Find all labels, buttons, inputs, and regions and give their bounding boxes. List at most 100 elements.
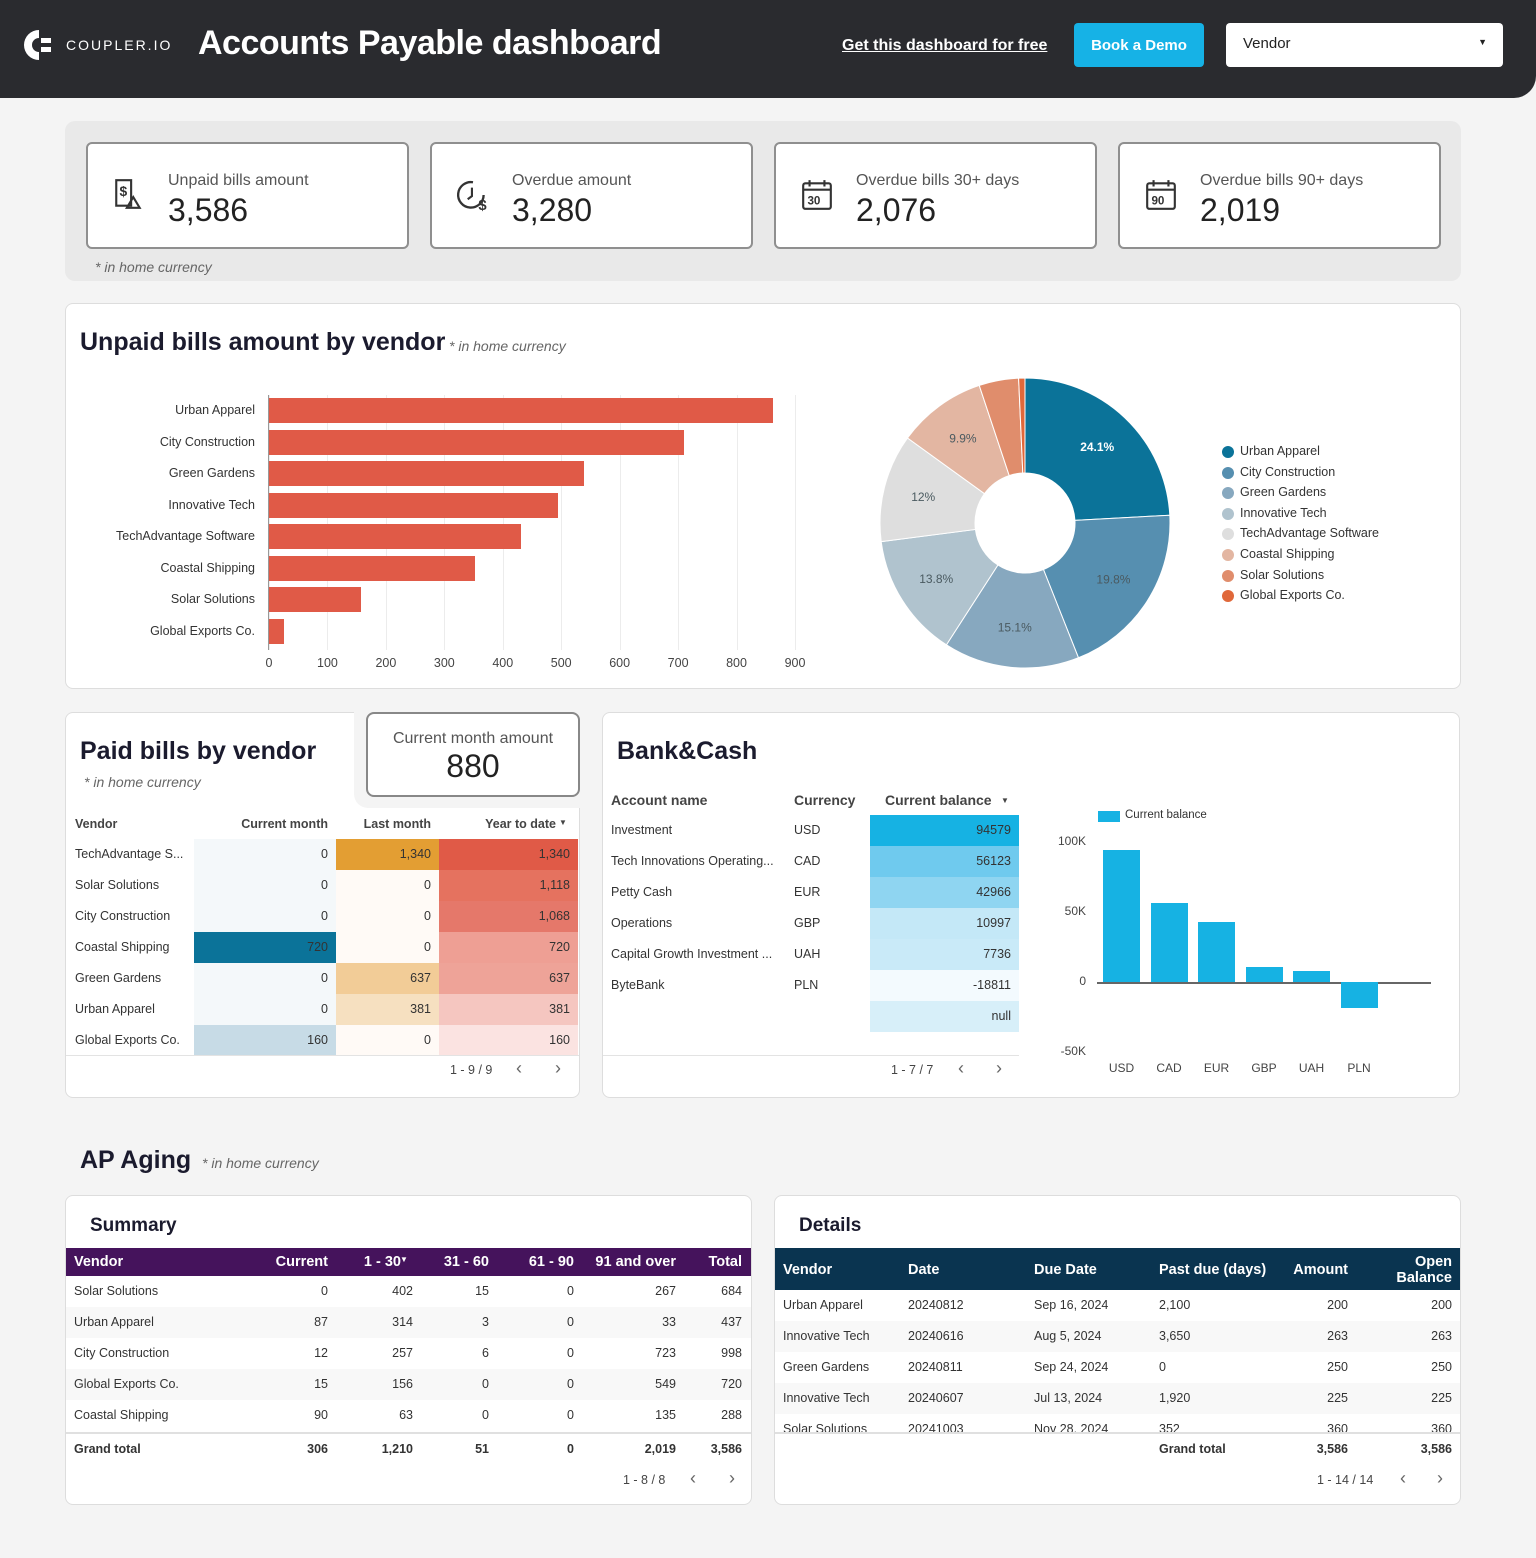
column-header-4[interactable]: Amount (1293, 1262, 1348, 1278)
next-page-icon[interactable]: › (555, 1058, 561, 1078)
column-header-3[interactable]: Past due (days) (1159, 1262, 1267, 1278)
column-header-3[interactable]: 31 - 60 (443, 1254, 489, 1270)
details-title: Details (799, 1215, 862, 1236)
x-tick-label: 100 (317, 656, 338, 670)
prev-page-icon[interactable]: ‹ (690, 1468, 696, 1488)
prev-page-icon[interactable]: ‹ (958, 1058, 964, 1078)
next-page-icon[interactable]: › (996, 1058, 1002, 1078)
table-divider (775, 1432, 1460, 1434)
table-cell: 288 (721, 1408, 742, 1422)
table-cell: 352 (1159, 1422, 1180, 1436)
table-cell: 720 (439, 932, 578, 963)
x-tick-label: CAD (1156, 1061, 1182, 1075)
column-header-2[interactable]: 1 - 30 (363, 1254, 401, 1270)
pie-slice-label: 12% (911, 490, 935, 504)
column-header-1[interactable]: Current (275, 1254, 328, 1270)
table-cell: Urban Apparel (75, 1002, 155, 1016)
column-header-5[interactable]: Open Balance (1396, 1254, 1452, 1286)
column-header-4[interactable]: 61 - 90 (528, 1254, 574, 1270)
kpi-value: 2,076 (856, 192, 937, 228)
table-divider (603, 1055, 1019, 1056)
legend-label: Green Gardens (1240, 485, 1327, 500)
gridline (561, 395, 563, 650)
book-demo-button[interactable]: Book a Demo (1074, 23, 1204, 67)
pagination-label: 1 - 8 / 8 (623, 1473, 666, 1487)
column-header-6[interactable]: Total (708, 1254, 742, 1270)
bar[interactable] (269, 587, 361, 612)
sort-caret-icon[interactable]: ▼ (1001, 796, 1009, 805)
bar[interactable] (269, 492, 558, 518)
bar[interactable] (1103, 849, 1140, 982)
sort-caret-icon[interactable]: ▼ (400, 1255, 408, 1264)
table-cell: 2,100 (1159, 1298, 1191, 1312)
column-header-2[interactable]: Current balance (885, 792, 992, 808)
next-page-icon[interactable]: › (729, 1468, 735, 1488)
pie-slice-label: 19.8% (1096, 573, 1130, 587)
legend-swatch (1222, 487, 1234, 500)
x-tick-label: 800 (726, 656, 747, 670)
current-month-value: 880 (446, 748, 500, 784)
table-cell: 63 (399, 1408, 413, 1422)
column-header-3[interactable]: Year to date (485, 817, 556, 831)
column-header-1[interactable]: Date (908, 1262, 940, 1278)
table-cell: 1,340 (439, 839, 578, 870)
column-header-0[interactable]: Vendor (74, 1254, 124, 1270)
x-tick-label: 700 (667, 656, 689, 670)
table-cell: 3,650 (1159, 1329, 1191, 1343)
table-cell: 0 (321, 1284, 328, 1298)
bar[interactable] (1245, 966, 1283, 982)
x-tick-label: 500 (550, 656, 572, 670)
get-dashboard-link[interactable]: Get this dashboard for free (842, 37, 1048, 54)
vendor-filter-dropdown[interactable]: Vendor ▼ (1226, 23, 1503, 67)
current-month-kpi: Current month amount 880 (366, 712, 580, 797)
bar-category-label: TechAdvantage Software (116, 529, 255, 543)
calendar-30-icon: 30 (802, 180, 832, 210)
column-header-0[interactable]: Vendor (783, 1262, 833, 1278)
column-header-1: Currency (794, 792, 856, 808)
bar[interactable] (269, 398, 773, 423)
bar[interactable] (269, 461, 584, 486)
table-cell: 135 (655, 1408, 676, 1422)
table-cell: 42966 (870, 877, 1019, 908)
y-tick-label: -50K (1060, 1044, 1086, 1058)
grand-total-cell: Grand total (1159, 1442, 1226, 1456)
bar[interactable] (269, 555, 475, 581)
column-header-2[interactable]: Due Date (1034, 1262, 1097, 1278)
kpi-value: 3,586 (168, 192, 249, 228)
table-cell: 10997 (870, 908, 1019, 939)
table-cell: CAD (794, 854, 821, 868)
bar[interactable] (269, 429, 684, 455)
table-row (66, 1338, 751, 1369)
kpi-label: Unpaid bills amount (168, 172, 309, 189)
x-tick-label: PLN (1347, 1061, 1371, 1075)
table-cell: Sep 16, 2024 (1034, 1298, 1109, 1312)
table-cell: ByteBank (611, 978, 665, 992)
pie-slice (1018, 377, 1026, 474)
prev-page-icon[interactable]: ‹ (1400, 1468, 1406, 1488)
table-cell: 0 (194, 994, 336, 1025)
table-cell: TechAdvantage S... (75, 847, 184, 861)
gridline (619, 395, 621, 650)
kpi-card-0: $ Unpaid bills amount 3,586 (86, 142, 409, 249)
caret-down-icon: ▼ (1478, 37, 1487, 47)
bar[interactable] (1198, 921, 1235, 982)
legend-swatch (1222, 549, 1234, 561)
bar[interactable] (269, 618, 285, 644)
table-cell: 33 (662, 1315, 676, 1329)
bar[interactable] (1150, 903, 1188, 982)
prev-page-icon[interactable]: ‹ (516, 1058, 522, 1078)
column-header-5[interactable]: 91 and over (595, 1254, 676, 1270)
next-page-icon[interactable]: › (1437, 1468, 1443, 1488)
bar[interactable] (269, 524, 521, 549)
legend-label: Global Exports Co. (1240, 588, 1345, 603)
bar[interactable] (1293, 971, 1330, 982)
sort-caret-icon[interactable]: ▼ (559, 818, 567, 827)
bar-category-label: Green Gardens (168, 466, 255, 480)
table-cell: 160 (194, 1025, 336, 1056)
clock-dollar-icon: $ (457, 180, 487, 212)
bar[interactable] (1340, 982, 1378, 1009)
table-cell: EUR (794, 885, 821, 899)
y-tick-label: 50K (1064, 904, 1086, 918)
table-cell: 267 (655, 1284, 676, 1298)
table-cell: 637 (336, 963, 439, 994)
